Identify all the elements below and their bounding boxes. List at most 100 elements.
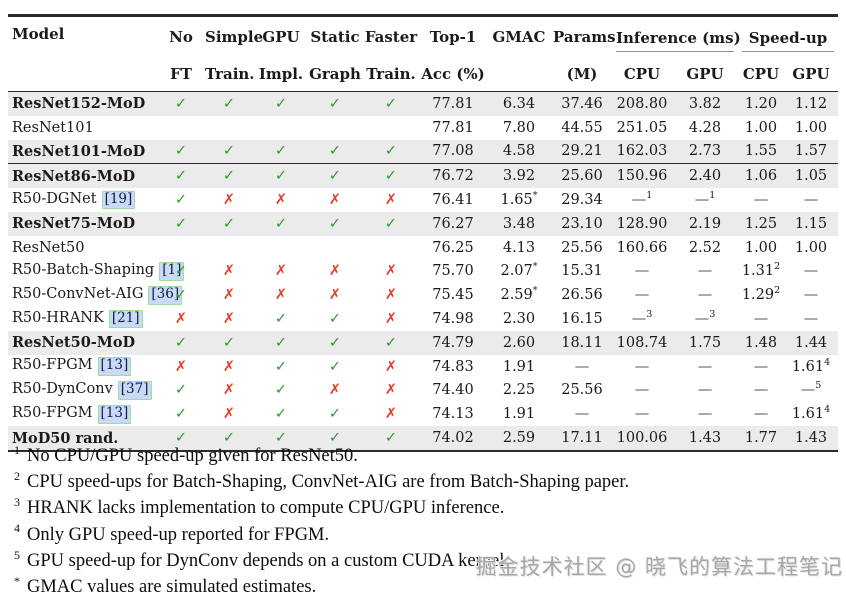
- citation-link[interactable]: [36]: [148, 286, 183, 305]
- check-icon: ✓: [384, 430, 398, 447]
- value-text: —: [803, 311, 819, 328]
- value-text: 74.02: [432, 430, 474, 447]
- value-text: 1.57: [794, 143, 828, 160]
- value-text: 1.91: [502, 406, 536, 423]
- cross-icon: ✗: [274, 192, 288, 209]
- value-cell: 2.73: [672, 140, 738, 164]
- check-cell: ✓: [308, 212, 362, 236]
- value-text: —: [697, 263, 713, 280]
- model-name: R50-Batch-Shaping [1]: [8, 260, 185, 284]
- value-text: 1.12: [794, 95, 828, 112]
- citation-link[interactable]: [21]: [108, 309, 143, 329]
- value-cell: 1.12: [784, 92, 838, 116]
- value-text: 2.30: [502, 311, 536, 328]
- cross-cell: ✗: [254, 260, 308, 284]
- check-icon: ✓: [222, 334, 236, 351]
- model-name: ResNet50-MoD: [8, 331, 158, 355]
- check-cell: ✓: [308, 140, 362, 164]
- check-cell: ✓: [362, 426, 420, 451]
- check-icon: ✓: [328, 406, 342, 423]
- value-cell: 1.91: [486, 402, 552, 426]
- value-text: 1.65: [500, 192, 533, 209]
- value-text: 1.29: [741, 287, 775, 304]
- value-cell: —: [738, 355, 784, 379]
- col-header-no-ft: No: [169, 28, 193, 46]
- value-text: 3.82: [688, 95, 722, 112]
- value-cell: 1.57: [784, 140, 838, 164]
- citation-link[interactable]: [13]: [97, 357, 132, 376]
- value-cell: —: [612, 260, 672, 284]
- value-text: —: [697, 406, 713, 423]
- cross-icon: ✗: [384, 382, 398, 399]
- value-text: 25.60: [561, 168, 603, 185]
- value-cell: —: [784, 260, 838, 284]
- citation-link[interactable]: [37]: [117, 381, 152, 400]
- cross-icon: ✗: [274, 263, 288, 280]
- value-cell: 3.92: [486, 164, 552, 188]
- cross-cell: ✗: [308, 260, 362, 284]
- value-cell: —: [672, 260, 738, 284]
- value-text: 74.79: [432, 334, 474, 351]
- value-text: 1.15: [794, 215, 828, 232]
- check-icon: ✓: [274, 430, 288, 447]
- check-cell: ✓: [254, 379, 308, 403]
- value-cell: —: [784, 307, 838, 331]
- check-cell: ✓: [254, 331, 308, 355]
- check-cell: ✓: [158, 283, 204, 307]
- footnote-marker: 3: [709, 309, 716, 321]
- cross-cell: ✗: [204, 379, 254, 403]
- check-icon: ✓: [274, 334, 288, 351]
- value-text: 128.90: [616, 215, 668, 232]
- citation-link[interactable]: [13]: [97, 405, 132, 424]
- value-cell: 2.07*: [486, 260, 552, 284]
- table-row: R50-Batch-Shaping [1] ✓ ✗ ✗ ✗ ✗ 75.70 2.07* 15.31…: [8, 260, 838, 284]
- value-text: 18.11: [561, 334, 603, 351]
- value-text: —: [574, 358, 590, 375]
- value-text: 76.72: [432, 168, 474, 185]
- value-cell: 37.46: [552, 92, 612, 116]
- value-cell: 1.06: [738, 164, 784, 188]
- value-cell: 162.03: [612, 140, 672, 164]
- value-cell: 108.74: [612, 331, 672, 355]
- cross-icon: ✗: [174, 358, 188, 375]
- model-name-label: ResNet50-MoD: [12, 334, 136, 352]
- value-cell: 77.81: [420, 92, 486, 116]
- value-text: 44.55: [561, 119, 603, 136]
- model-name-label: ResNet101-MoD: [12, 142, 146, 160]
- value-cell: 2.60: [486, 331, 552, 355]
- model-name-label: R50-FPGM: [12, 405, 93, 421]
- value-cell: 1.00: [784, 116, 838, 140]
- footnote-text: GMAC values are simulated estimates.: [27, 577, 317, 598]
- table-row: R50-HRANK [21] ✗ ✗ ✓ ✓ ✗ 74.98 2.30 16.15 —3 —3— —: [8, 307, 838, 331]
- model-name-label: R50-DynConv: [12, 381, 113, 398]
- check-icon: ✓: [328, 168, 342, 185]
- value-cell: —: [672, 402, 738, 426]
- check-cell: ✓: [254, 402, 308, 426]
- value-text: —: [631, 311, 647, 328]
- col-group-speed-up: Speed-up: [738, 16, 838, 58]
- value-cell: 4.28: [672, 116, 738, 140]
- col-header-model: Model: [12, 25, 65, 43]
- check-icon: ✓: [328, 143, 342, 160]
- value-text: —: [753, 382, 769, 399]
- model-name: ResNet152-MoD: [8, 92, 158, 116]
- value-cell: 1.00: [738, 116, 784, 140]
- empty-cell: [158, 116, 204, 140]
- value-text: 16.15: [561, 311, 603, 328]
- value-cell: 2.30: [486, 307, 552, 331]
- col-subheader-speedup-gpu: GPU: [792, 65, 830, 83]
- cross-cell: ✗: [254, 188, 308, 212]
- value-cell: —: [612, 355, 672, 379]
- value-cell: 1.77: [738, 426, 784, 451]
- model-name: ResNet101-MoD: [8, 140, 158, 164]
- citation-link[interactable]: [19]: [101, 190, 136, 210]
- value-text: 2.59: [500, 287, 533, 304]
- footnote-text: HRANK lacks implementation to compute CP…: [27, 498, 505, 519]
- empty-cell: [254, 116, 308, 140]
- check-icon: ✓: [174, 382, 188, 399]
- value-cell: 2.19: [672, 212, 738, 236]
- value-text: —: [574, 406, 590, 423]
- cross-cell: ✗: [362, 188, 420, 212]
- citation-link[interactable]: [1]: [159, 262, 185, 281]
- cross-icon: ✗: [222, 311, 236, 328]
